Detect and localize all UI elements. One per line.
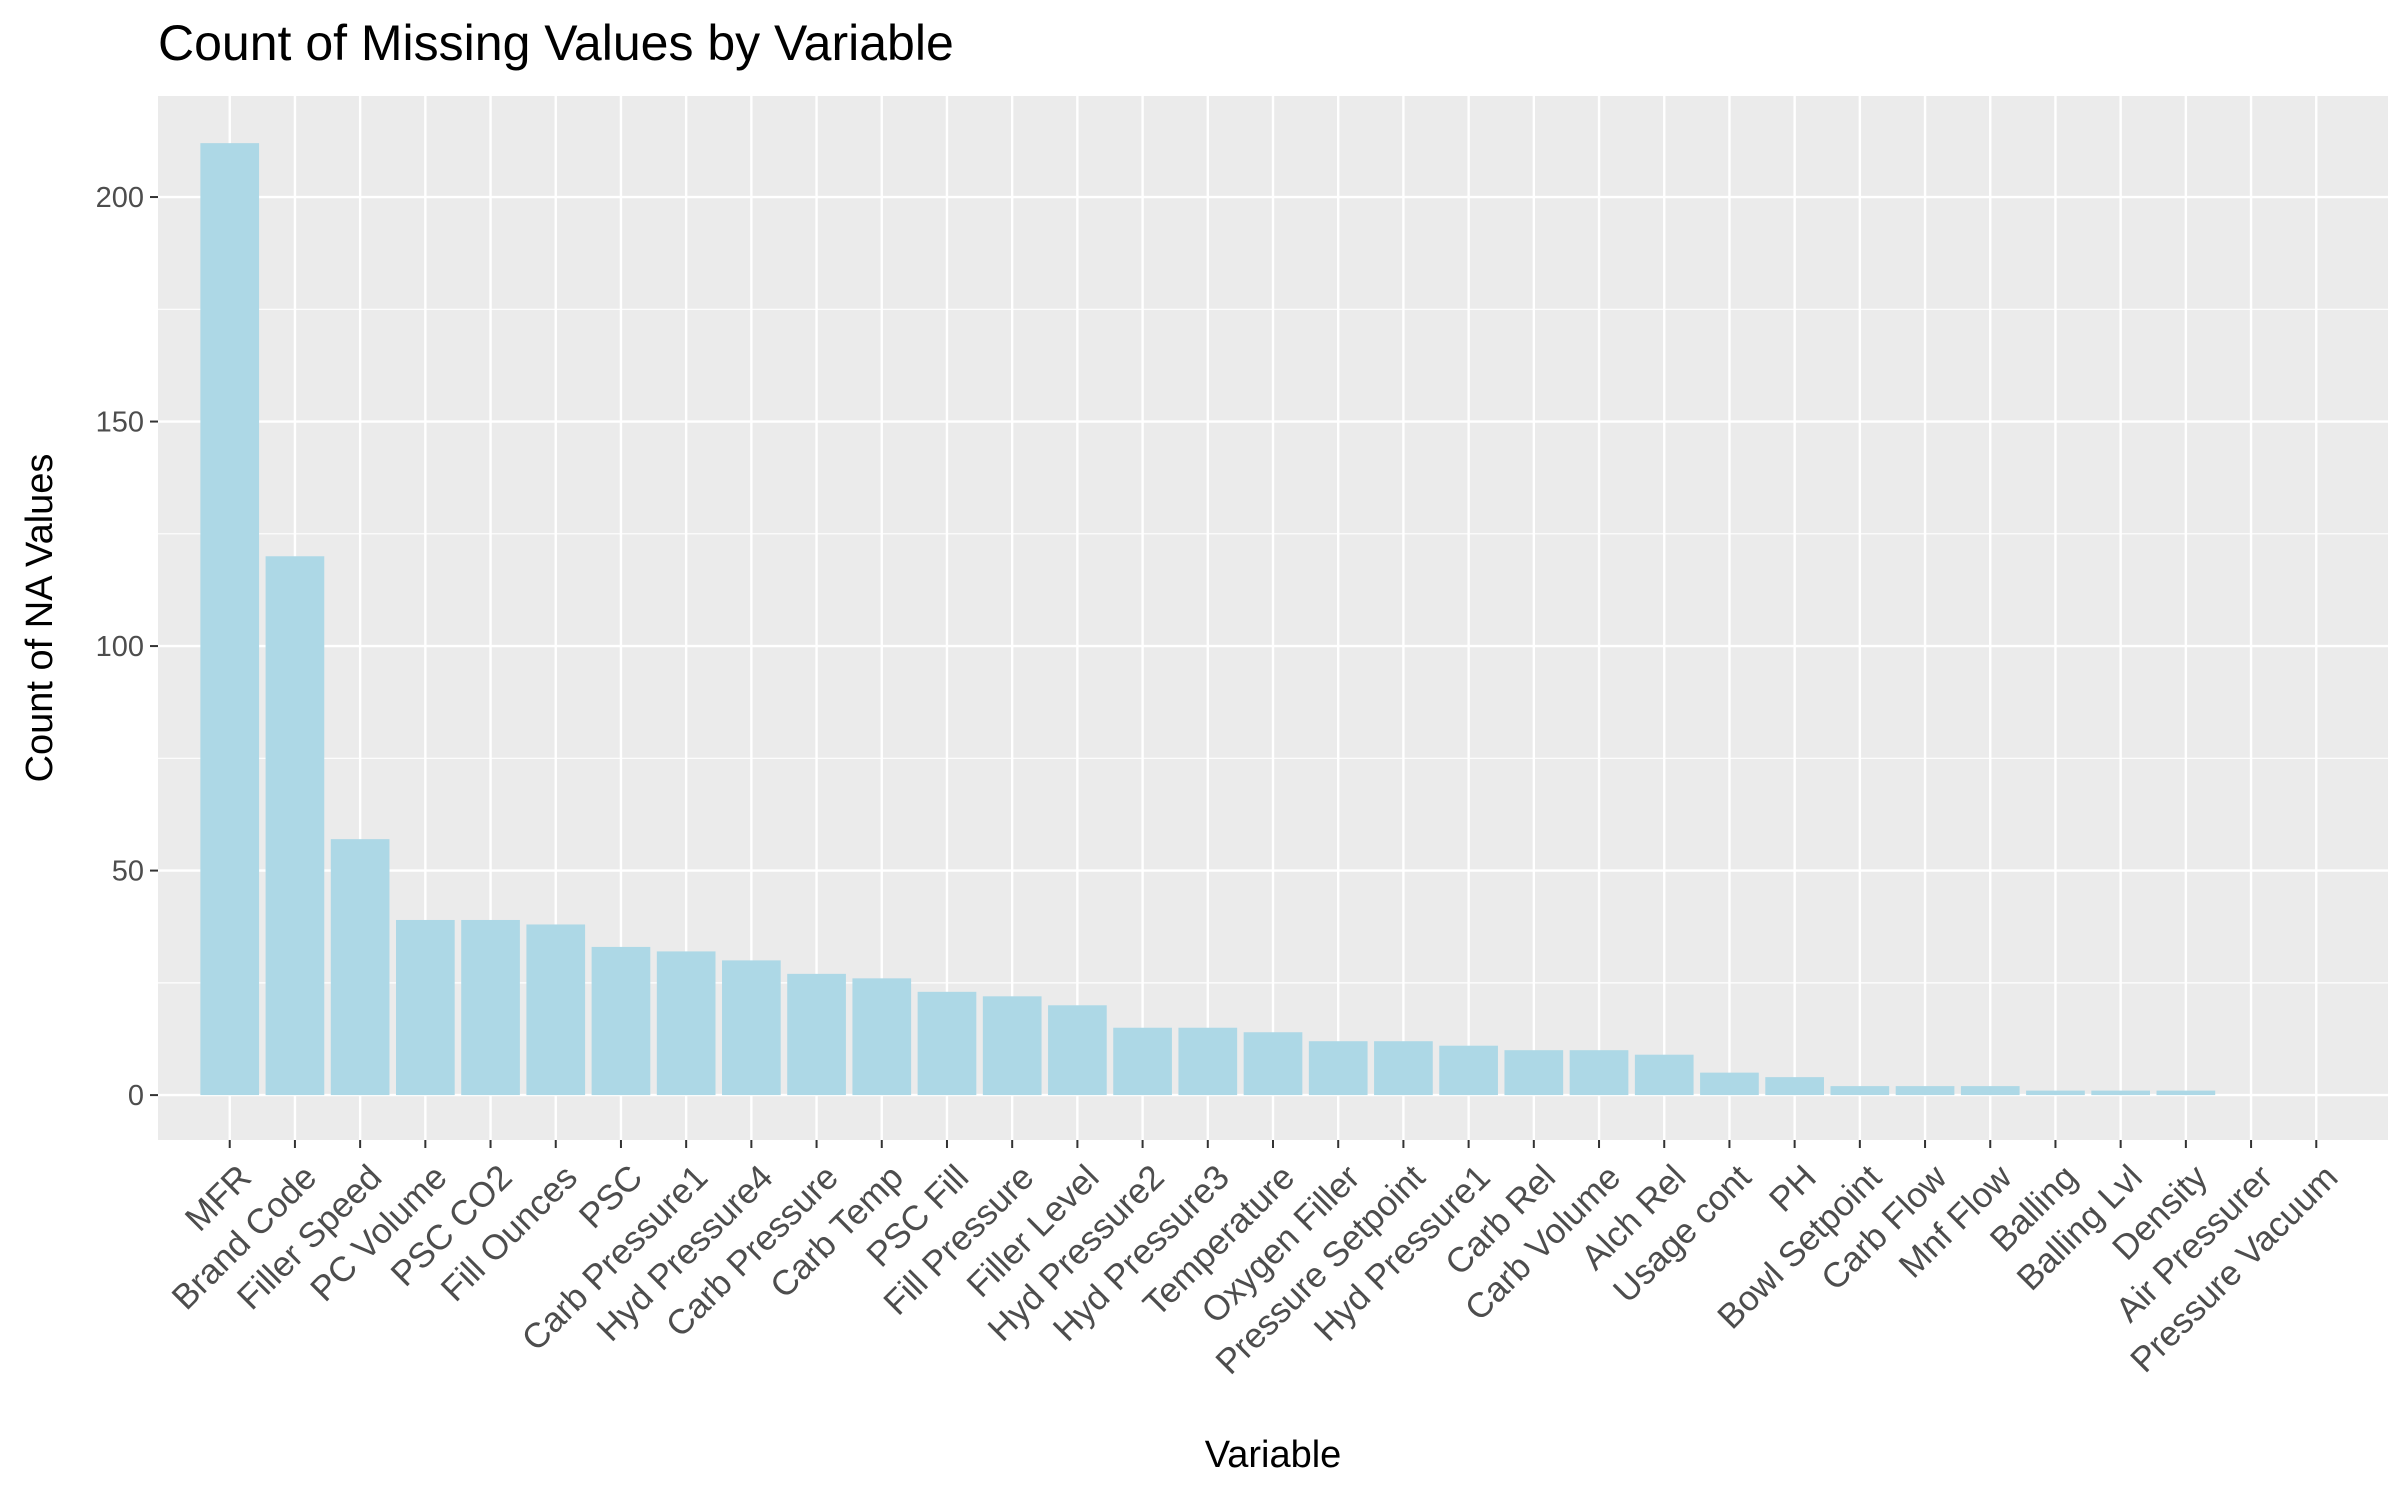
bar xyxy=(982,996,1042,1096)
bar xyxy=(1569,1050,1629,1096)
y-tick-label: 200 xyxy=(96,182,144,214)
x-axis-title: Variable xyxy=(1205,1434,1342,1476)
bar xyxy=(526,924,586,1096)
bar xyxy=(1765,1077,1824,1096)
bar xyxy=(461,919,520,1096)
y-tick-label: 100 xyxy=(96,631,144,663)
bars xyxy=(200,143,2216,1096)
bar xyxy=(917,991,977,1096)
bar xyxy=(1895,1086,1955,1096)
bar xyxy=(656,951,716,1096)
bar xyxy=(1634,1054,1694,1096)
bar xyxy=(852,978,912,1096)
chart-title: Count of Missing Values by Variable xyxy=(158,15,954,71)
bar xyxy=(1178,1027,1238,1096)
bar xyxy=(330,839,390,1096)
y-axis-ticks: 0 50 100 150 200 xyxy=(96,182,158,1112)
bar xyxy=(200,143,260,1096)
bar xyxy=(591,946,651,1096)
y-tick-label: 50 xyxy=(112,856,144,888)
bar xyxy=(1700,1072,1759,1096)
bar xyxy=(2026,1090,2085,1096)
bar xyxy=(1374,1041,1433,1096)
y-tick-label: 0 xyxy=(128,1080,144,1112)
bar xyxy=(722,960,781,1096)
bar xyxy=(1439,1045,1498,1096)
bar xyxy=(787,973,846,1096)
bar xyxy=(1243,1032,1303,1096)
bar xyxy=(1113,1027,1172,1096)
bar xyxy=(265,556,325,1096)
bar xyxy=(395,919,455,1096)
bar xyxy=(1048,1005,1107,1096)
bar xyxy=(1830,1086,1890,1096)
y-axis-title: Count of NA Values xyxy=(19,454,61,783)
bar xyxy=(2091,1090,2151,1096)
bar xyxy=(1960,1086,2020,1096)
bar xyxy=(2156,1090,2216,1096)
bar xyxy=(1504,1050,1564,1096)
y-tick-label: 150 xyxy=(96,407,144,439)
bar xyxy=(1308,1041,1368,1096)
